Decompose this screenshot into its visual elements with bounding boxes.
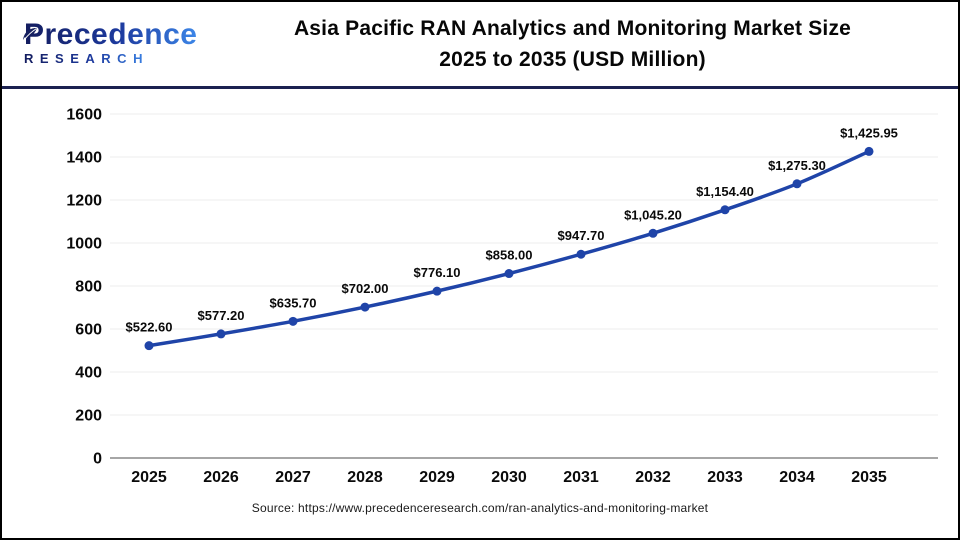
x-tick-label: 2025 <box>131 469 167 486</box>
data-point <box>792 179 802 189</box>
data-label: $1,154.40 <box>696 184 754 199</box>
x-tick-label: 2031 <box>563 469 599 486</box>
data-point <box>576 249 586 259</box>
brand-subname: RESEARCH <box>24 51 149 66</box>
brand-name: Precedence <box>24 18 198 51</box>
brand-logo: Precedence RESEARCH <box>16 20 201 68</box>
data-label: $1,425.95 <box>840 125 898 140</box>
x-tick-label: 2029 <box>419 469 455 486</box>
chart-title-line1: Asia Pacific RAN Analytics and Monitorin… <box>293 17 852 40</box>
data-label: $858.00 <box>486 248 533 263</box>
x-tick-label: 2027 <box>275 469 311 486</box>
y-tick-label: 0 <box>93 451 102 468</box>
y-tick-label: 800 <box>75 279 102 296</box>
x-tick-label: 2030 <box>491 469 527 486</box>
y-tick-label: 600 <box>75 322 102 339</box>
data-label: $635.70 <box>270 295 317 310</box>
source-text: Source: https://www.precedenceresearch.c… <box>251 501 709 515</box>
x-tick-label: 2034 <box>779 469 815 486</box>
data-point <box>216 329 226 339</box>
x-tick-label: 2032 <box>635 469 671 486</box>
x-tick-label: 2033 <box>707 469 743 486</box>
data-point <box>720 205 730 215</box>
data-label: $1,045.20 <box>624 207 682 222</box>
data-label: $1,275.30 <box>768 158 826 173</box>
chart-area: 0 200 400 600 800 1000 1200 1400 1600 $522.60 2025… <box>2 89 958 495</box>
y-tick-label: 1200 <box>66 193 102 210</box>
data-point <box>648 228 658 238</box>
header-divider <box>2 86 958 89</box>
data-point <box>360 302 370 312</box>
y-tick-label: 200 <box>75 408 102 425</box>
x-tick-label: 2035 <box>851 469 887 486</box>
data-label: $702.00 <box>342 281 389 296</box>
y-tick-label: 1400 <box>66 150 102 167</box>
data-label: $776.10 <box>414 265 461 280</box>
y-tick-label: 1000 <box>66 236 102 253</box>
data-point <box>288 316 298 326</box>
data-point <box>504 269 514 279</box>
chart-title: Asia Pacific RAN Analytics and Monitorin… <box>201 13 944 75</box>
data-label: $947.70 <box>558 228 605 243</box>
line-chart: 0 200 400 600 800 1000 1200 1400 1600 $522.60 2025… <box>66 107 938 486</box>
header: Precedence RESEARCH Asia Pacific RAN Ana… <box>2 2 958 86</box>
data-point <box>144 341 154 351</box>
data-point <box>432 286 442 296</box>
data-label: $522.60 <box>126 320 173 335</box>
data-label: $577.20 <box>198 308 245 323</box>
x-tick-label: 2028 <box>347 469 383 486</box>
x-tick-label: 2026 <box>203 469 239 486</box>
y-tick-label: 1600 <box>66 107 102 124</box>
y-tick-label: 400 <box>75 365 102 382</box>
chart-title-line2: 2025 to 2035 (USD Million) <box>439 48 706 71</box>
data-point <box>864 146 874 156</box>
